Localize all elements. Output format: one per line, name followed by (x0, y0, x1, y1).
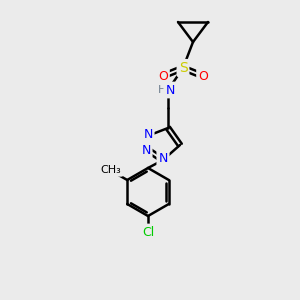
Text: N: N (143, 128, 153, 142)
Text: O: O (198, 70, 208, 83)
Text: O: O (158, 70, 168, 83)
Text: N: N (158, 152, 168, 164)
Text: CH₃: CH₃ (101, 165, 122, 175)
Text: H: H (158, 85, 166, 95)
Text: N: N (165, 83, 175, 97)
Text: S: S (178, 61, 188, 75)
Text: N: N (141, 143, 151, 157)
Text: Cl: Cl (142, 226, 154, 238)
